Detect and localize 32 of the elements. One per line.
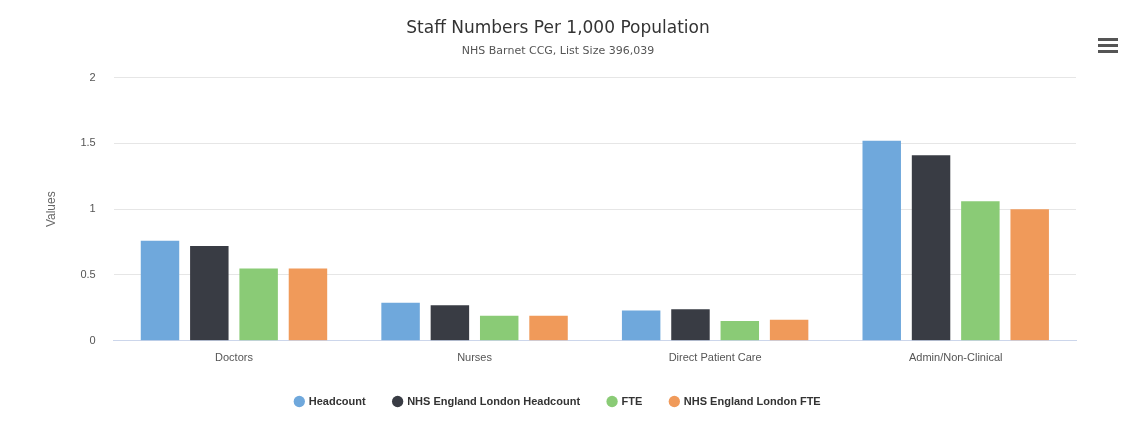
y-tick-label: 1.5 xyxy=(80,136,96,149)
legend-label: Headcount xyxy=(308,394,366,407)
x-tick-label: Doctors xyxy=(215,351,254,364)
bar xyxy=(671,309,710,341)
bar xyxy=(769,319,809,341)
y-tick-label: 2 xyxy=(89,70,96,83)
bar xyxy=(720,321,760,341)
y-tick-label: 0 xyxy=(89,333,96,346)
bar xyxy=(140,240,180,341)
bar xyxy=(190,246,229,341)
legend-label: FTE xyxy=(621,394,643,407)
bar xyxy=(862,140,901,341)
bar xyxy=(239,268,278,341)
legend-label: NHS England London Headcount xyxy=(407,394,581,407)
bar xyxy=(621,310,661,341)
x-tick-label: Direct Patient Care xyxy=(668,351,762,364)
y-tick-label: 0.5 xyxy=(80,268,96,281)
bar xyxy=(961,201,1000,341)
bar xyxy=(911,155,951,341)
chart-title: Staff Numbers Per 1,000 Population xyxy=(406,16,710,37)
y-axis-title: Values xyxy=(43,191,58,228)
x-tick-label: Admin/Non-Clinical xyxy=(908,351,1003,364)
bar xyxy=(430,305,470,341)
bar xyxy=(1010,209,1049,341)
y-tick-label: 1 xyxy=(89,202,96,215)
bar xyxy=(381,302,420,341)
chart-subtitle: NHS Barnet CCG, List Size 396,039 xyxy=(461,43,655,57)
x-tick-label: Nurses xyxy=(457,351,493,364)
bar xyxy=(479,315,519,341)
bar xyxy=(288,268,328,341)
legend-label: NHS England London FTE xyxy=(683,394,821,407)
bar xyxy=(529,315,568,341)
